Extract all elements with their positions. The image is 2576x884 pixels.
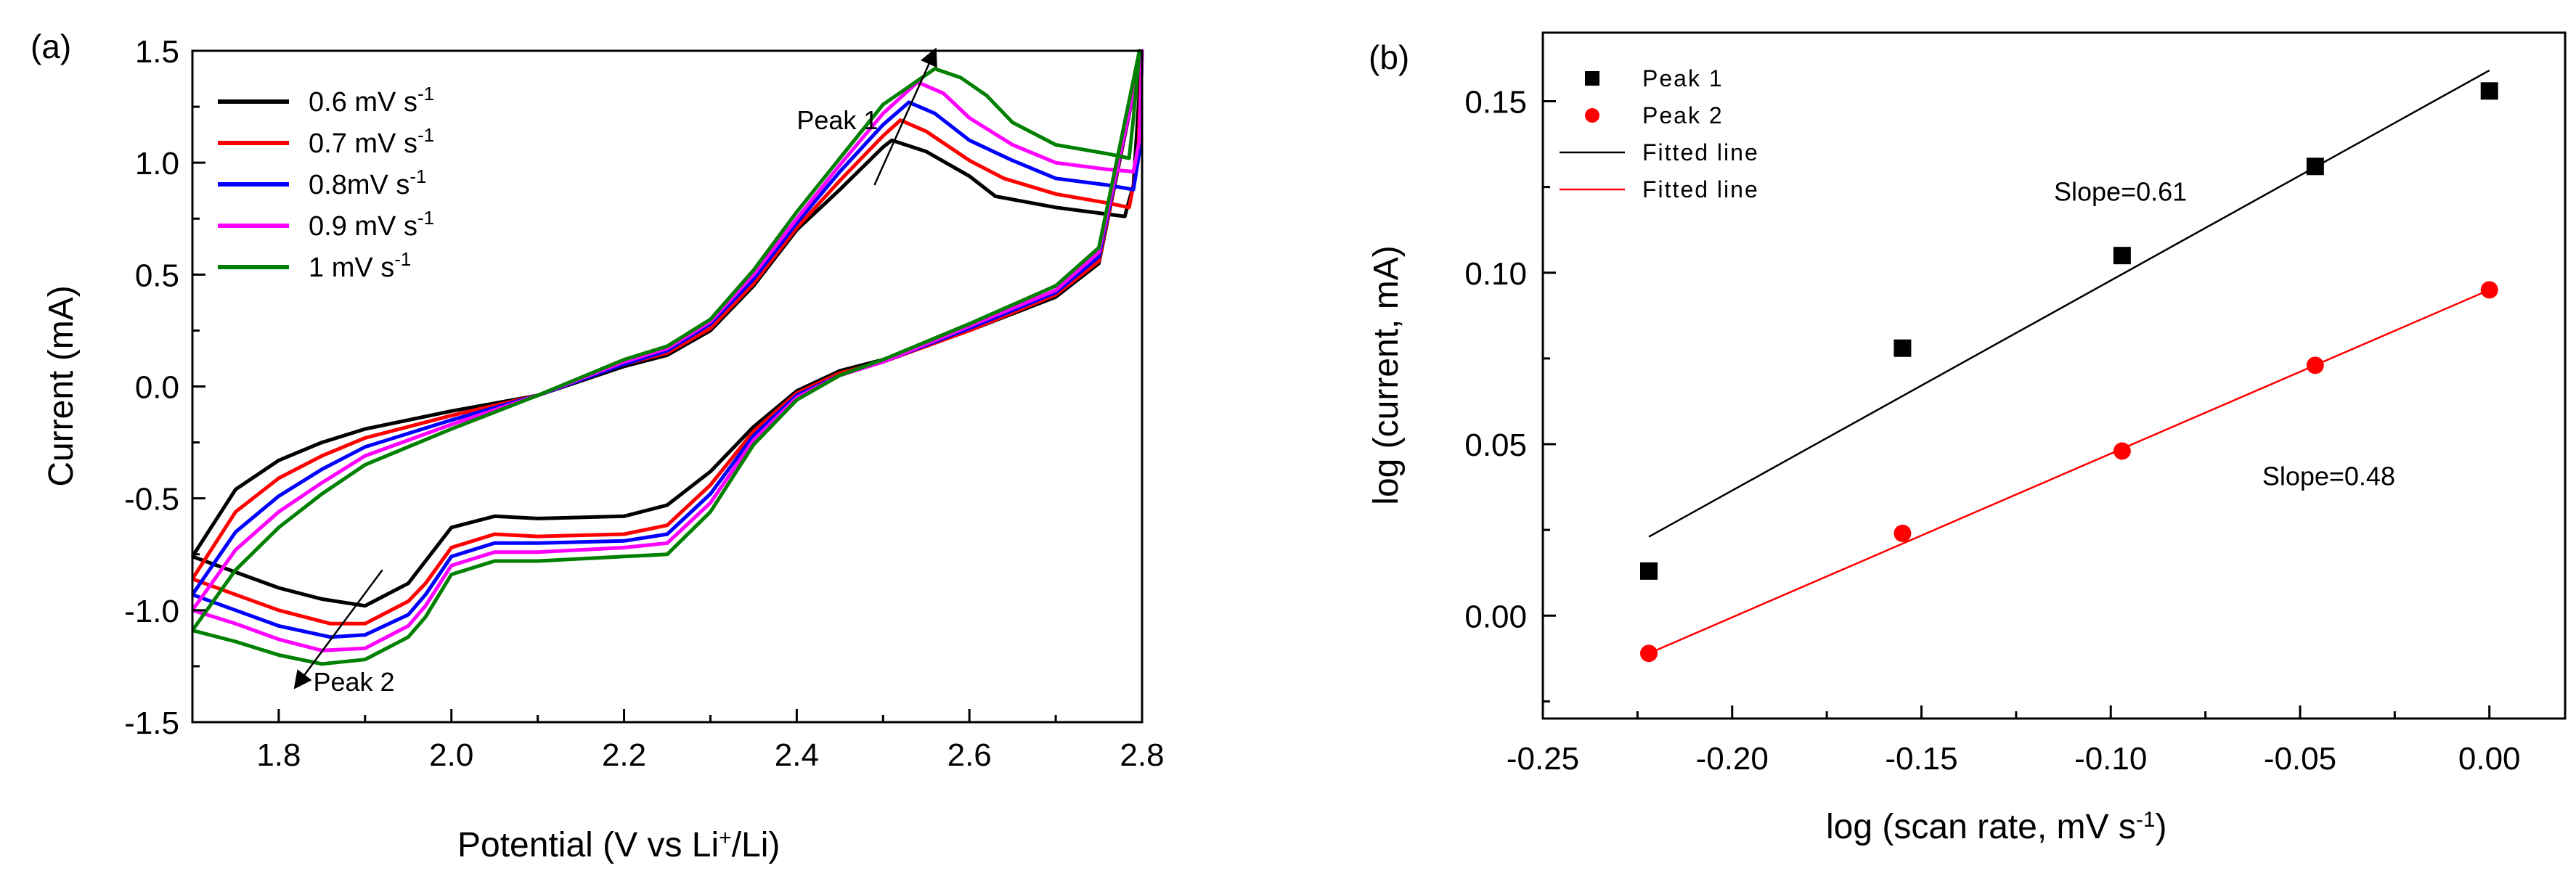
b-point-peak-1: [2306, 157, 2324, 176]
panel-a-label: (a): [30, 28, 71, 65]
panel-b-y-axis-title: log (current, mA): [1367, 245, 1406, 504]
a-y-tick-label: -0.5: [124, 482, 179, 517]
b-legend-label: Fitted line: [1642, 139, 1759, 165]
a-y-tick-label: 0.5: [135, 258, 179, 293]
panel-b-plot-frame: [1541, 31, 2567, 720]
panel-b-x-title-tail: ): [2156, 808, 2167, 846]
a-y-tick-label: 0.0: [135, 370, 179, 406]
b-y-tick-label: 0.10: [1464, 256, 1527, 292]
b-point-peak-1: [1894, 339, 1912, 357]
a-y-tick-label: -1.5: [124, 705, 179, 741]
b-y-tick-label: 0.15: [1464, 85, 1527, 120]
panel-a-y-axis-title: Current (mA): [42, 285, 81, 486]
a-x-tick-label: 2.2: [602, 737, 646, 773]
b-fitted-line-1: [1648, 69, 2490, 538]
a-y-tick-label: -1.0: [124, 594, 179, 629]
b-point-peak-1: [1640, 562, 1658, 580]
a-x-tick-label: 2.6: [947, 737, 992, 773]
panel-b-fit-lines: [1648, 69, 2490, 655]
b-legend-marker: [1585, 108, 1599, 123]
panel-b-annotations: Slope=0.61 Slope=0.48: [2054, 177, 2395, 491]
a-legend-label: 0.7 mV s-1: [309, 124, 434, 159]
a-peak-arrow-2: [293, 569, 383, 689]
panel-b-legend: Peak 1 Peak 2 Fitted line Fitted line: [1560, 65, 1759, 202]
b-x-tick-label: -0.20: [1696, 741, 1769, 777]
a-x-tick-label: 2.4: [775, 737, 819, 773]
panel-b-x-title-sup: -1: [2136, 808, 2156, 832]
b-point-peak-2: [1894, 524, 1912, 542]
b-x-tick-label: -0.10: [2074, 741, 2147, 777]
cv-curve-series-3: [190, 49, 1144, 639]
a-peak-arrow-1: [873, 47, 937, 186]
b-x-tick-label: -0.25: [1507, 741, 1579, 777]
panel-a-x-title-main: Potential (V vs Li: [457, 826, 719, 864]
panel-a-curves: [190, 49, 1144, 666]
b-fitted-line-2: [1648, 289, 2490, 655]
panel-b-label: (b): [1369, 38, 1409, 76]
panel-a-x-title-sup: +: [719, 826, 732, 850]
b-point-peak-1: [2113, 247, 2131, 265]
panel-b-x-ticks: -0.25 -0.20 -0.15 -0.10 -0.05 0.00: [1507, 705, 2521, 777]
panel-a-x-title-tail: /Li): [732, 826, 780, 864]
panel-b-log-chart: (b) -0.25 -0.20 -0.15 -0.10 -0.05 0.00 0.000.…: [1367, 31, 2567, 847]
b-x-tick-label: -0.05: [2264, 741, 2336, 777]
panel-a-y-ticks: -1.5 -1.0 -0.5 0.0 0.5 1.0 1.5: [124, 34, 205, 741]
b-slope-label-1: Slope=0.61: [2054, 177, 2187, 207]
b-x-tick-label: 0.00: [2458, 741, 2521, 777]
panel-b-data-points: [1640, 82, 2498, 663]
panel-a-cv-chart: (a) 1.8 2.0 2.2 2.4 2.6 2.8 -1.5 -1.0 -0.5 0.0 0.…: [30, 28, 1165, 864]
b-x-tick-label: -0.15: [1885, 741, 1957, 777]
panel-a-x-ticks: 1.8 2.0 2.2 2.4 2.6 2.8: [256, 709, 1165, 773]
a-peak-label-2: Peak 2: [313, 667, 394, 697]
b-point-peak-1: [2480, 82, 2498, 100]
b-legend-marker: [1585, 71, 1599, 86]
panel-b-x-title-main: log (scan rate, mV s: [1826, 808, 2136, 846]
panel-b-y-ticks: 0.00 0.05 0.10 0.15: [1464, 85, 1556, 703]
b-point-peak-2: [2113, 442, 2131, 460]
b-point-peak-2: [2306, 356, 2324, 375]
b-y-tick-label: 0.05: [1464, 427, 1527, 463]
a-legend-label: 1 mV s-1: [309, 248, 411, 283]
a-x-tick-label: 2.8: [1120, 737, 1164, 773]
b-slope-label-2: Slope=0.48: [2262, 462, 2395, 491]
b-y-tick-label: 0.00: [1464, 599, 1527, 634]
a-y-tick-label: 1.0: [135, 146, 179, 181]
a-peak-label-1: Peak 1: [796, 105, 878, 135]
panel-a-x-axis-title: Potential (V vs Li+/Li): [457, 826, 780, 865]
cv-curve-series-4: [190, 49, 1144, 652]
b-point-peak-2: [1640, 644, 1658, 663]
a-legend-label: 0.8mV s-1: [309, 165, 427, 200]
panel-a-annotations: Peak 1 Peak 2: [293, 47, 937, 697]
b-point-peak-2: [2480, 281, 2498, 299]
b-legend-label: Fitted line: [1642, 176, 1759, 202]
a-x-tick-label: 2.0: [429, 737, 473, 773]
a-legend-label: 0.6 mV s-1: [309, 83, 434, 118]
b-legend-label: Peak 2: [1642, 102, 1724, 128]
b-legend-label: Peak 1: [1642, 65, 1724, 91]
a-y-tick-label: 1.5: [135, 34, 179, 70]
panel-a-legend: 0.6 mV s-1 0.7 mV s-1 0.8mV s-1 0.9 mV s-1 1…: [218, 83, 434, 283]
cv-curve-series-5: [190, 49, 1141, 666]
a-legend-label: 0.9 mV s-1: [309, 207, 434, 242]
panel-b-x-axis-title: log (scan rate, mV s-1): [1826, 808, 2167, 847]
a-x-tick-label: 1.8: [256, 737, 301, 773]
